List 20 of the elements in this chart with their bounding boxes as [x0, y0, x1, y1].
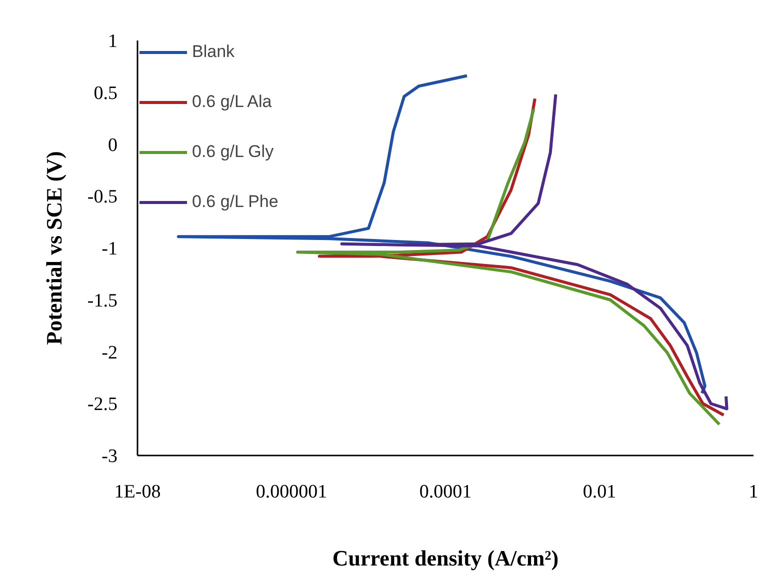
legend-label: 0.6 g/L Phe — [192, 192, 278, 212]
y-tick-label: -3 — [102, 446, 118, 467]
legend-label: 0.6 g/L Ala — [192, 92, 272, 112]
y-tick-label: -2 — [102, 342, 118, 364]
x-tick-label: 1E-08 — [114, 482, 161, 502]
y-tick-label: -1.5 — [87, 290, 118, 312]
x-tick-label: 0.0001 — [419, 482, 472, 502]
y-tick-label: 1 — [108, 31, 118, 52]
x-axis-title: Current density (A/cm²) — [332, 546, 559, 570]
y-axis-title: Potential vs SCE (V) — [41, 151, 66, 345]
y-tick-label: -2.5 — [87, 394, 118, 416]
legend-label: Blank — [192, 42, 235, 62]
y-tick-label: 0 — [108, 134, 118, 156]
y-tick-label: 0.5 — [94, 82, 118, 104]
y-tick-label: -1 — [102, 238, 118, 260]
x-tick-label: 1 — [748, 482, 758, 502]
x-tick-label: 0.000001 — [256, 482, 328, 502]
legend-label: 0.6 g/L Gly — [192, 142, 274, 162]
y-tick-label: -0.5 — [87, 186, 118, 208]
x-tick-label: 0.01 — [582, 482, 616, 502]
